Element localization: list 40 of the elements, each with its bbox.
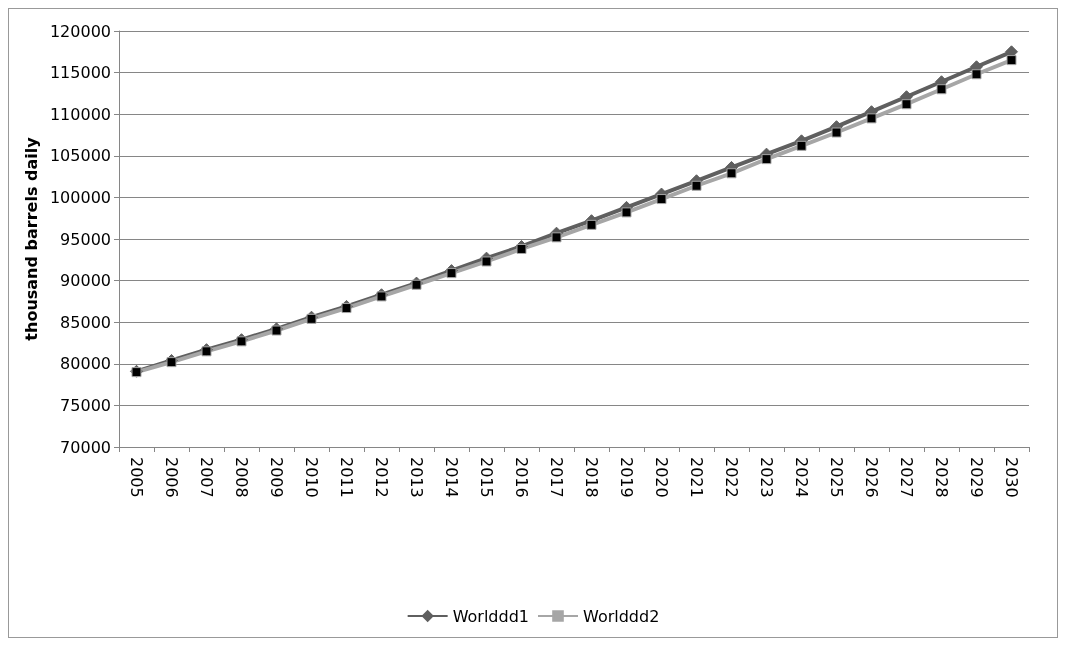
x-tick-label: 2008 [232, 457, 251, 498]
x-tick-label: 2022 [722, 457, 741, 498]
x-tick-label: 2010 [302, 457, 321, 498]
y-tick-label: 110000 [49, 104, 111, 124]
x-tick-label: 2026 [862, 457, 881, 498]
x-tick-label: 2030 [1002, 457, 1021, 498]
y-tick-label: 75000 [60, 395, 111, 415]
y-tick-label: 100000 [49, 187, 111, 207]
x-tick-label: 2005 [127, 457, 146, 498]
x-tick-label: 2009 [267, 457, 286, 498]
y-tick-label: 70000 [60, 437, 111, 457]
x-tick-label: 2007 [197, 457, 216, 498]
legend-label: Worlddd1 [452, 606, 529, 626]
y-tick-label: 115000 [49, 63, 111, 83]
y-axis-title: thousand barrels daily [21, 136, 41, 341]
x-tick-label: 2024 [792, 457, 811, 498]
x-tick-label: 2015 [477, 457, 496, 498]
x-tick-label: 2013 [407, 457, 426, 498]
x-tick-label: 2029 [967, 457, 986, 498]
x-tick-label: 2011 [337, 457, 356, 498]
x-tick-label: 2016 [512, 457, 531, 498]
x-tick-label: 2014 [442, 457, 461, 498]
y-tick-label: 85000 [60, 312, 111, 332]
legend-label: Worlddd2 [583, 606, 660, 626]
x-tick-label: 2023 [757, 457, 776, 498]
x-tick-label: 2018 [582, 457, 601, 498]
y-tick-label: 105000 [49, 146, 111, 166]
y-tick-label: 95000 [60, 229, 111, 249]
y-tick-label: 90000 [60, 271, 111, 291]
x-tick-label: 2027 [897, 457, 916, 498]
x-tick-label: 2021 [687, 457, 706, 498]
x-tick-label: 2017 [547, 457, 566, 498]
y-tick-label: 120000 [49, 21, 111, 41]
x-tick-label: 2019 [617, 457, 636, 498]
x-tick-label: 2025 [827, 457, 846, 498]
y-tick-label: 80000 [60, 354, 111, 374]
x-tick-label: 2028 [932, 457, 951, 498]
x-tick-label: 2012 [372, 457, 391, 498]
x-tick-label: 2006 [162, 457, 181, 498]
x-tick-label: 2020 [652, 457, 671, 498]
